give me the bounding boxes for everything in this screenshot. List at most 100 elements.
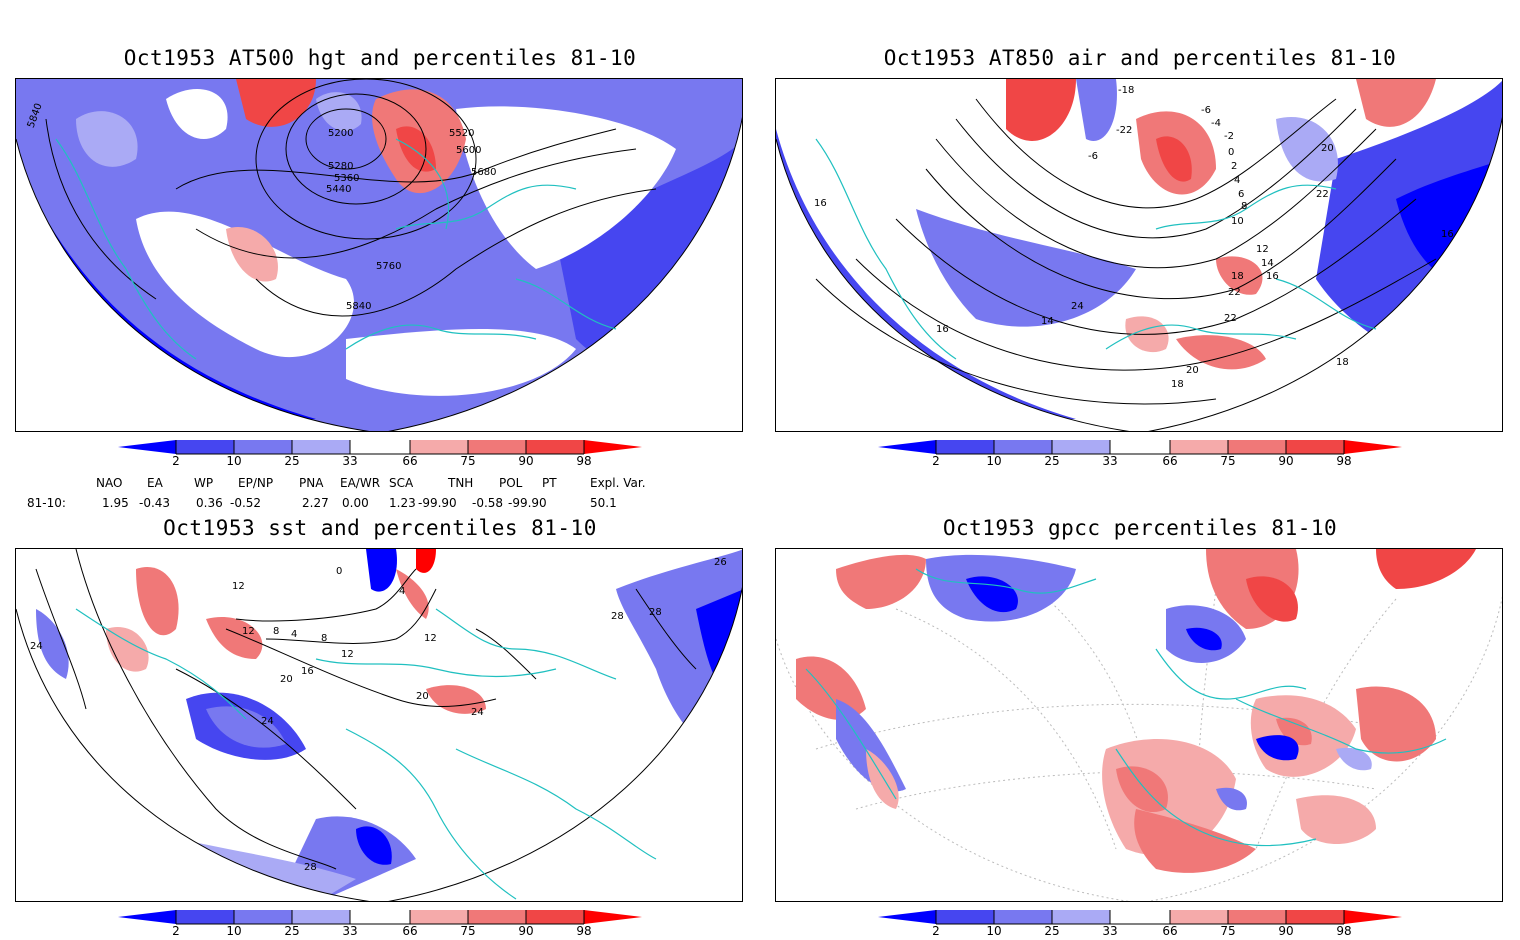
index-value: 50.1 [590, 496, 617, 510]
colorbar-tick: 33 [342, 924, 357, 936]
colorbar-tick: 90 [518, 454, 533, 466]
colorbar-tick: 75 [1220, 924, 1235, 936]
contour-label: -6 [1201, 105, 1211, 116]
map-panel-gpcc [775, 548, 1503, 902]
contour-label: 0 [1228, 147, 1234, 158]
colorbar-tick: 10 [226, 924, 241, 936]
index-value: -0.52 [230, 496, 262, 510]
colorbar-tick: 98 [1336, 454, 1351, 466]
index-header: TNH [448, 476, 474, 490]
contour-label: 24 [1071, 301, 1084, 312]
contour-label: 16 [1266, 271, 1279, 282]
contour-label: 12 [341, 649, 354, 660]
contour-label: -4 [1211, 118, 1221, 129]
contour-label: 4 [399, 586, 405, 597]
colorbar-tick: 25 [284, 924, 299, 936]
colorbar-tick: 10 [226, 454, 241, 466]
contour-label: 22 [1316, 189, 1329, 200]
colorbar-bottom-left: 2 10 25 33 66 75 90 98 [118, 910, 642, 940]
index-value: 0.36 [196, 496, 223, 510]
contour-label: 18 [1336, 357, 1349, 368]
contour-label: 28 [304, 862, 317, 873]
map-panel-air850: -18 -22 -6 -6 -4 -2 0 2 4 6 8 10 12 14 1… [775, 78, 1503, 432]
colorbar-scale: 2 10 25 33 66 75 90 98 [118, 910, 642, 938]
contour-label: -6 [1088, 151, 1098, 162]
index-header: EA [147, 476, 163, 490]
index-value: 1.23 [389, 496, 416, 510]
colorbar-tick: 98 [1336, 924, 1351, 936]
contour-label: 5760 [376, 261, 401, 272]
colorbar-tick: 10 [986, 924, 1001, 936]
colorbar-tick: 2 [172, 454, 180, 466]
panel-title-hgt500: Oct1953 AT500 hgt and percentiles 81-10 [123, 46, 637, 70]
contour-label: 8 [273, 626, 279, 637]
colorbar-tick: 66 [402, 924, 417, 936]
colorbar-tick: 33 [342, 454, 357, 466]
contour-label: -18 [1118, 85, 1134, 96]
colorbar-bottom-right: 2 10 25 33 66 75 90 98 [878, 910, 1402, 940]
contour-label: 20 [1186, 365, 1199, 376]
contour-label: 14 [1041, 316, 1054, 327]
colorbar-top-right: 2 10 25 33 66 75 90 98 [878, 440, 1402, 470]
contour-label: 14 [1261, 258, 1274, 269]
colorbar-tick: 2 [172, 924, 180, 936]
contour-label: 26 [714, 557, 727, 568]
contour-label: 24 [30, 641, 43, 652]
index-header: PNA [299, 476, 324, 490]
colorbar-tick: 33 [1102, 924, 1117, 936]
index-header: EP/NP [238, 476, 274, 490]
colorbar-tick: 90 [1278, 454, 1293, 466]
contour-label: 22 [1228, 287, 1241, 298]
colorbar-tick: 90 [518, 924, 533, 936]
map-panel-hgt500: 5200 5280 5360 5440 5520 5600 5680 5760 … [15, 78, 743, 432]
contour-label: 24 [471, 707, 484, 718]
contour-label: 5600 [456, 145, 481, 156]
colorbar-tick: 66 [1162, 924, 1177, 936]
contour-label: 10 [1231, 216, 1244, 227]
colorbar-top-left: 2 10 25 33 66 75 90 98 [118, 440, 642, 470]
contour-label: 4 [1234, 175, 1240, 186]
contour-label: 12 [1256, 244, 1269, 255]
index-header: PT [542, 476, 557, 490]
contour-label: 28 [649, 607, 662, 618]
colorbar-scale: 2 10 25 33 66 75 90 98 [878, 440, 1402, 468]
contour-label: 5840 [346, 301, 371, 312]
contour-label: 4 [291, 629, 297, 640]
colorbar-tick: 2 [932, 924, 940, 936]
index-header: NAO [96, 476, 123, 490]
contour-label: 16 [814, 198, 827, 209]
contour-label: 16 [936, 324, 949, 335]
contour-label: 5440 [326, 184, 351, 195]
contour-label: 24 [261, 716, 274, 727]
index-header: EA/WR [340, 476, 381, 490]
contour-label: 0 [336, 566, 342, 577]
colorbar-tick: 90 [1278, 924, 1293, 936]
index-value: -99.90 [508, 496, 547, 510]
colorbar-tick: 10 [986, 454, 1001, 466]
colorbar-tick: 75 [460, 924, 475, 936]
teleconnection-indices: NAO EA WP EP/NP PNA EA/WR SCA TNH POL PT… [0, 474, 760, 514]
colorbar-tick: 75 [460, 454, 475, 466]
panel-title-sst: Oct1953 sst and percentiles 81-10 [163, 516, 597, 540]
contour-label: 18 [1231, 271, 1244, 282]
index-value: -0.43 [139, 496, 171, 510]
panel-title-gpcc: Oct1953 gpcc percentiles 81-10 [942, 516, 1338, 540]
contour-label: 8 [321, 633, 327, 644]
colorbar-tick: 25 [1044, 454, 1059, 466]
contour-label: -2 [1224, 131, 1234, 142]
contour-label: 5280 [328, 161, 353, 172]
contour-label: 16 [1441, 229, 1454, 240]
contour-label: 22 [1224, 313, 1237, 324]
colorbar-tick: 98 [576, 924, 591, 936]
colorbar-tick: 2 [932, 454, 940, 466]
contour-label: 20 [416, 691, 429, 702]
colorbar-tick: 25 [284, 454, 299, 466]
contour-label: 28 [611, 611, 624, 622]
index-value: 0.00 [342, 496, 369, 510]
contour-label: 18 [1171, 379, 1184, 390]
contour-label: 6 [1238, 189, 1244, 200]
index-header: POL [499, 476, 523, 490]
colorbar-tick: 66 [1162, 454, 1177, 466]
colorbar-tick: 25 [1044, 924, 1059, 936]
colorbar-scale: 2 10 25 33 66 75 90 98 [118, 440, 642, 468]
